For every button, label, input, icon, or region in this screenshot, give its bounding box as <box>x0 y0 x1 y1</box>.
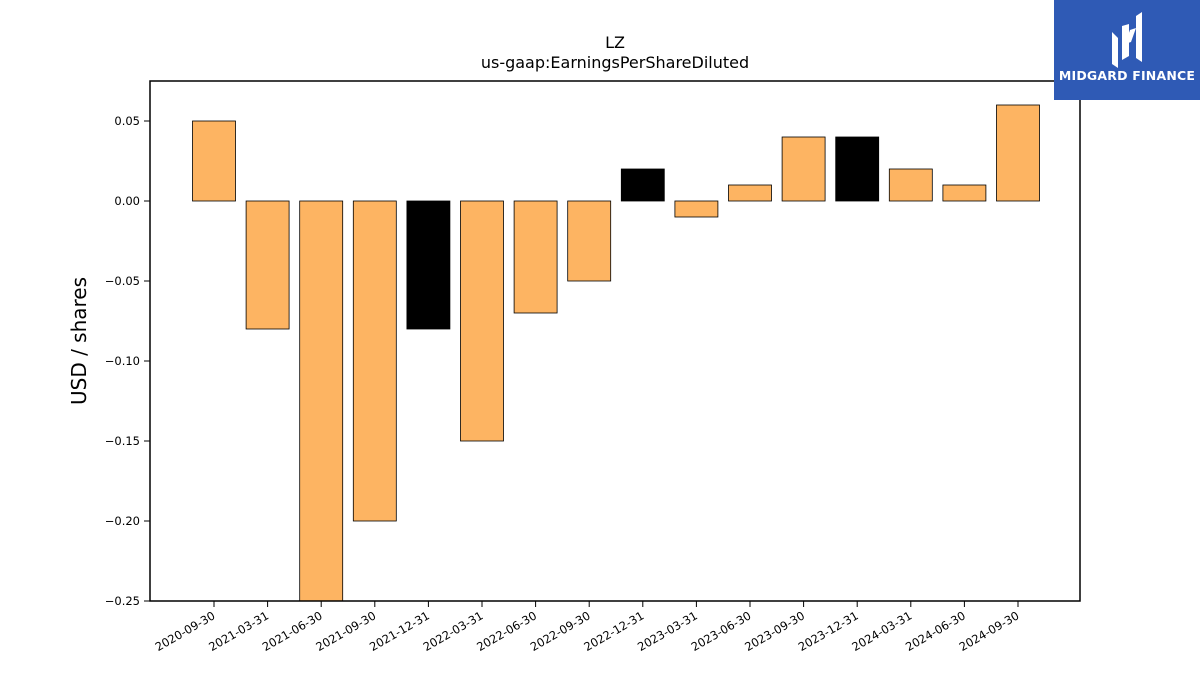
x-tick-label: 2021-06-30 <box>260 608 325 654</box>
midgard-m-logo-icon <box>1112 12 1142 68</box>
bar-2022-12-31 <box>620 168 665 202</box>
x-tick-label: 2021-03-31 <box>206 608 271 654</box>
brand-name: MIDGARD FINANCE <box>1058 68 1196 83</box>
x-tick-label: 2023-06-30 <box>689 608 754 654</box>
x-tick-label: 2022-03-31 <box>421 608 486 654</box>
y-ticks-group: 0.05 0.00 −0.05 −0.10 −0.15 −0.20 −0.25 <box>105 114 150 608</box>
bar-2024-09-30 <box>996 104 1040 202</box>
bar-2023-03-31 <box>674 200 719 218</box>
x-ticks-group: 2020-09-302021-03-312021-06-302021-09-30… <box>153 601 1022 654</box>
bar-2021-03-31 <box>245 200 290 330</box>
x-tick-label: 2021-12-31 <box>367 608 432 654</box>
bar-2021-06-30 <box>299 200 344 602</box>
x-tick-label: 2022-12-31 <box>581 608 646 654</box>
bars-group <box>192 104 1040 602</box>
chart-subtitle: us-gaap:EarningsPerShareDiluted <box>481 53 749 72</box>
plot-frame <box>149 80 1081 602</box>
bar-2022-03-31 <box>460 200 504 442</box>
bar-2020-09-30 <box>192 120 236 202</box>
x-tick-label: 2020-09-30 <box>153 608 218 654</box>
bar-2021-12-31 <box>406 200 451 330</box>
x-tick-label: 2022-09-30 <box>528 608 593 654</box>
x-tick-label: 2024-03-31 <box>849 608 914 654</box>
x-tick-label: 2023-03-31 <box>635 608 700 654</box>
y-axis-label: USD / shares <box>67 277 91 405</box>
y-tick-label: 0.00 <box>114 194 140 208</box>
bar-2023-12-31 <box>835 136 880 202</box>
y-tick-label: −0.05 <box>105 274 140 288</box>
bar-2022-09-30 <box>567 200 612 282</box>
y-tick-label: −0.10 <box>105 354 140 368</box>
brand-logo: MIDGARD FINANCE <box>1054 0 1200 100</box>
bar-2021-09-30 <box>352 200 397 522</box>
x-tick-label: 2021-09-30 <box>313 608 378 654</box>
bar-2024-03-31 <box>888 168 933 202</box>
x-tick-label: 2024-06-30 <box>903 608 968 654</box>
y-tick-label: −0.20 <box>105 514 140 528</box>
y-tick-label: 0.05 <box>114 114 140 128</box>
bar-2023-09-30 <box>781 136 826 202</box>
x-tick-label: 2023-12-31 <box>796 608 861 654</box>
bar-2022-06-30 <box>513 200 558 314</box>
x-tick-label: 2022-06-30 <box>474 608 539 654</box>
bar-2024-06-30 <box>942 184 987 202</box>
x-tick-label: 2023-09-30 <box>742 608 807 654</box>
y-tick-label: −0.15 <box>105 434 140 448</box>
x-tick-label: 2024-09-30 <box>957 608 1022 654</box>
bar-2023-06-30 <box>728 184 772 202</box>
chart-title: LZ <box>605 33 625 52</box>
y-tick-label: −0.25 <box>105 594 140 608</box>
